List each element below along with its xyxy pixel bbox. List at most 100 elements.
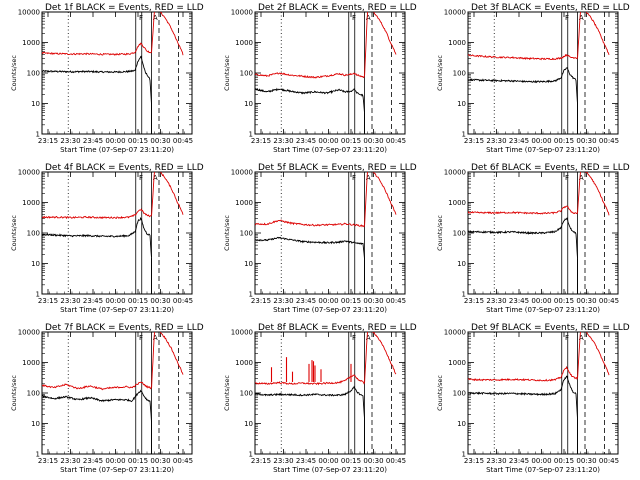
x-tick-label: 23:30 (60, 457, 80, 465)
lld-series-line (468, 12, 610, 61)
y-tick-label: 10 (457, 260, 466, 268)
marker-letter: F (139, 14, 143, 22)
y-tick-label: 10000 (231, 329, 253, 337)
x-axis-label: Start Time (07-Sep-07 23:11:20) (273, 146, 387, 154)
x-tick-label: 00:45 (599, 137, 619, 145)
plot-frame (41, 11, 193, 135)
y-tick-label: 10 (457, 420, 466, 428)
events-series-line (468, 217, 578, 259)
panel-title: Det 6f BLACK = Events, RED = LLD (471, 163, 630, 173)
marker-letter: A (579, 174, 584, 182)
panel-det-6: Det 6f BLACK = Events, RED = LLD 1 10 100 10… (436, 163, 630, 314)
y-tick-label: 10000 (231, 169, 253, 177)
x-tick-label: 23:15 (38, 457, 58, 465)
y-tick-label: 100 (27, 230, 40, 238)
marker-letter: A (366, 334, 371, 342)
x-axis-label: Start Time (07-Sep-07 23:11:20) (273, 466, 387, 474)
x-tick-label: 00:30 (363, 137, 383, 145)
x-tick-label: 00:45 (173, 297, 193, 305)
y-tick-label: 10 (244, 260, 253, 268)
y-tick-label: 1000 (22, 199, 40, 207)
y-axis-label: Counts/sec (436, 55, 444, 91)
marker-letter: A (366, 174, 371, 182)
y-tick-label: 100 (453, 390, 466, 398)
x-tick-label: 00:00 (531, 297, 551, 305)
y-tick-label: 10 (457, 100, 466, 108)
x-tick-label: 00:15 (554, 457, 574, 465)
x-tick-label: 23:45 (296, 137, 316, 145)
x-tick-label: 00:15 (128, 297, 148, 305)
x-tick-label: 23:45 (83, 457, 103, 465)
y-tick-label: 1000 (448, 39, 466, 47)
x-tick-label: 23:30 (273, 457, 293, 465)
plot-frame (41, 171, 193, 295)
marker-letter: F (565, 334, 569, 342)
x-axis-label: Start Time (07-Sep-07 23:11:20) (60, 146, 174, 154)
x-tick-label: 00:15 (341, 457, 361, 465)
y-axis-label: Counts/sec (223, 375, 231, 411)
marker-letter: F (352, 174, 356, 182)
panel-title: Det 9f BLACK = Events, RED = LLD (471, 323, 630, 333)
plot-frame (41, 331, 193, 455)
y-tick-label: 10 (244, 420, 253, 428)
y-tick-label: 10000 (18, 329, 40, 337)
y-tick-label: 100 (240, 70, 253, 78)
marker-letter: F (352, 14, 356, 22)
lld-series-line (255, 172, 397, 228)
panel-title: Det 4f BLACK = Events, RED = LLD (45, 163, 204, 173)
marker-letter: A (366, 14, 371, 22)
x-tick-label: 23:45 (509, 137, 529, 145)
y-tick-label: 100 (453, 70, 466, 78)
panel-title: Det 1f BLACK = Events, RED = LLD (45, 3, 204, 13)
x-tick-label: 23:15 (464, 297, 484, 305)
y-axis-label: Counts/sec (10, 55, 18, 91)
marker-letter: A (579, 14, 584, 22)
y-tick-label: 10 (31, 260, 40, 268)
panel-det-8: Det 8f BLACK = Events, RED = LLD 1 10 100 10… (223, 323, 417, 474)
x-tick-label: 00:00 (105, 297, 125, 305)
x-tick-label: 23:15 (38, 137, 58, 145)
events-series-line (468, 67, 578, 104)
y-tick-label: 1 (36, 291, 40, 299)
x-tick-label: 23:45 (509, 457, 529, 465)
marker-letter: A (579, 334, 584, 342)
x-tick-label: 23:15 (464, 137, 484, 145)
events-series-line (255, 87, 365, 113)
panel-title: Det 7f BLACK = Events, RED = LLD (45, 323, 204, 333)
x-tick-label: 00:30 (363, 297, 383, 305)
panel-det-9: Det 9f BLACK = Events, RED = LLD 1 10 100 10… (436, 323, 630, 474)
plot-frame (467, 11, 619, 135)
x-tick-label: 00:00 (531, 137, 551, 145)
panel-det-4: Det 4f BLACK = Events, RED = LLD 1 10 100 10… (10, 163, 204, 314)
lld-series-line (468, 332, 610, 382)
x-axis-label: Start Time (07-Sep-07 23:11:20) (60, 306, 174, 314)
x-tick-label: 23:30 (486, 457, 506, 465)
x-tick-label: 00:45 (599, 297, 619, 305)
x-tick-label: 00:45 (599, 457, 619, 465)
marker-letter: A (153, 334, 158, 342)
events-series-line (42, 217, 152, 258)
x-tick-label: 00:30 (150, 137, 170, 145)
x-tick-label: 23:15 (251, 457, 271, 465)
y-axis-label: Counts/sec (223, 215, 231, 251)
panel-det-1: Det 1f BLACK = Events, RED = LLD 1 10 100 10… (10, 3, 204, 154)
y-tick-label: 10 (31, 420, 40, 428)
x-tick-label: 00:00 (105, 137, 125, 145)
panel-title: Det 2f BLACK = Events, RED = LLD (258, 3, 417, 13)
panel-title: Det 3f BLACK = Events, RED = LLD (471, 3, 630, 13)
lld-series-line (255, 12, 397, 79)
x-tick-label: 23:15 (251, 297, 271, 305)
x-tick-label: 00:30 (576, 457, 596, 465)
panel-det-7: Det 7f BLACK = Events, RED = LLD 1 10 100 10… (10, 323, 204, 474)
y-tick-label: 10000 (444, 9, 466, 17)
x-tick-label: 00:15 (341, 297, 361, 305)
events-series-line (468, 375, 578, 419)
x-tick-label: 23:30 (486, 137, 506, 145)
y-tick-label: 1 (36, 131, 40, 139)
panel-det-5: Det 5f BLACK = Events, RED = LLD 1 10 100 10… (223, 163, 417, 314)
y-tick-label: 100 (240, 230, 253, 238)
lld-series-line (42, 172, 184, 220)
x-tick-label: 23:15 (251, 137, 271, 145)
x-tick-label: 00:30 (150, 297, 170, 305)
